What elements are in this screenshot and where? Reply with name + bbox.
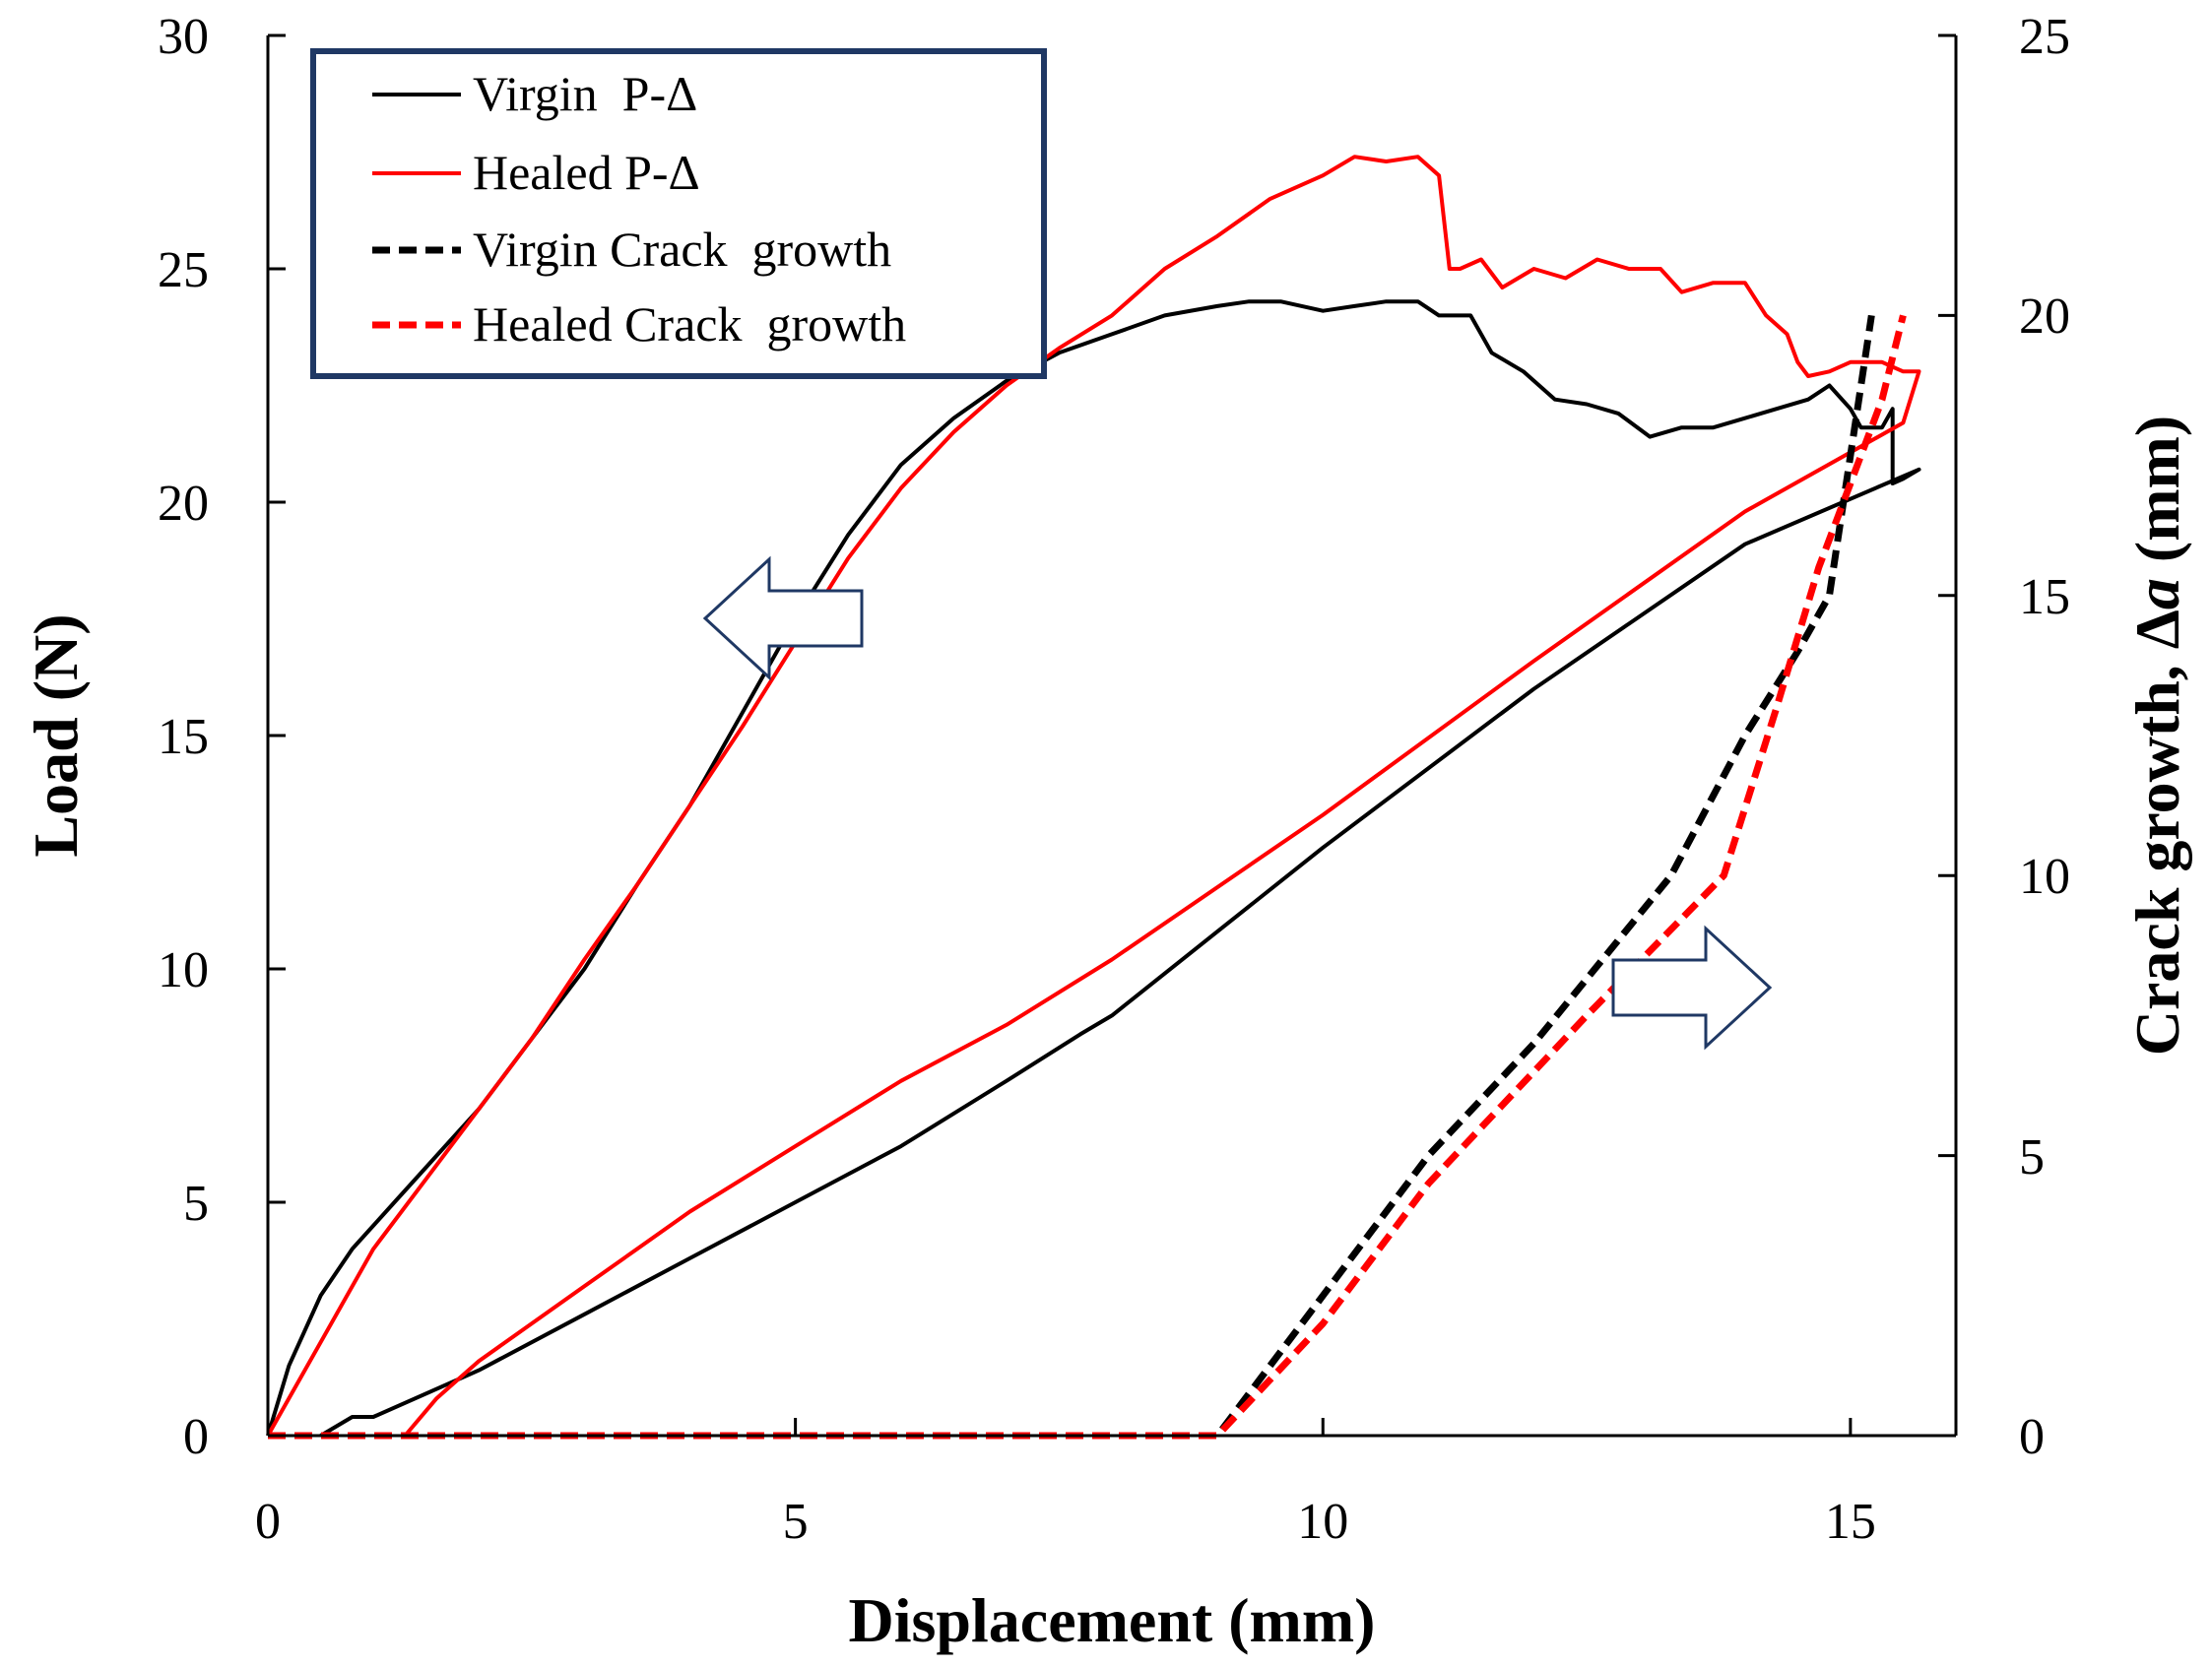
legend-label-healed-pd: Healed P-Δ	[473, 145, 700, 200]
y-left-tick-label: 30	[158, 9, 209, 65]
plot-lines	[266, 155, 1921, 1440]
y-right-tick-label: 25	[2019, 9, 2070, 65]
y-left-tick-label: 0	[183, 1409, 209, 1465]
legend-label-virgin-crack: Virgin Crack growth	[473, 222, 891, 277]
y-right-axis-title-suffix: (mm)	[2122, 416, 2192, 578]
x-tick-label: 0	[255, 1494, 281, 1550]
y-left-tick-label: 5	[183, 1176, 209, 1232]
y-left-tick-label: 10	[158, 942, 209, 998]
y-left-tick-label: 25	[158, 242, 209, 298]
y-right-tick-label: 20	[2019, 289, 2070, 345]
ticks	[266, 33, 1956, 1438]
x-tick-label: 5	[783, 1494, 809, 1550]
legend-label-virgin-pd: Virgin P-Δ	[473, 66, 697, 121]
y-left-tick-label: 20	[158, 476, 209, 532]
right-axis-arrow-icon	[1611, 925, 1773, 1051]
y-right-axis-title-prefix: Crack growth, Δ	[2122, 609, 2192, 1056]
series-line-virgin-pd	[266, 299, 1921, 1438]
y-right-tick-label: 0	[2019, 1409, 2045, 1465]
y-left-axis-title: Load (N)	[21, 613, 91, 857]
y-right-axis-title: Crack growth, Δa (mm)	[2122, 416, 2192, 1056]
x-tick-label: 15	[1825, 1494, 1876, 1550]
series-line-healed-pd	[266, 155, 1921, 1438]
y-right-axis-title-variable: a	[2122, 578, 2192, 609]
x-tick-label: 10	[1297, 1494, 1348, 1550]
y-right-tick-label: 10	[2019, 849, 2070, 905]
series-line-virgin-crack	[268, 314, 1875, 1440]
y-right-tick-label: 15	[2019, 569, 2070, 625]
x-axis-title: Displacement (mm)	[849, 1585, 1376, 1655]
y-right-tick-label: 5	[2019, 1129, 2045, 1186]
y-left-tick-label: 15	[158, 709, 209, 765]
series-line-healed-crack	[268, 314, 1907, 1440]
legend-label-healed-crack: Healed Crack growth	[473, 296, 906, 352]
left-axis-arrow-icon	[702, 555, 864, 681]
